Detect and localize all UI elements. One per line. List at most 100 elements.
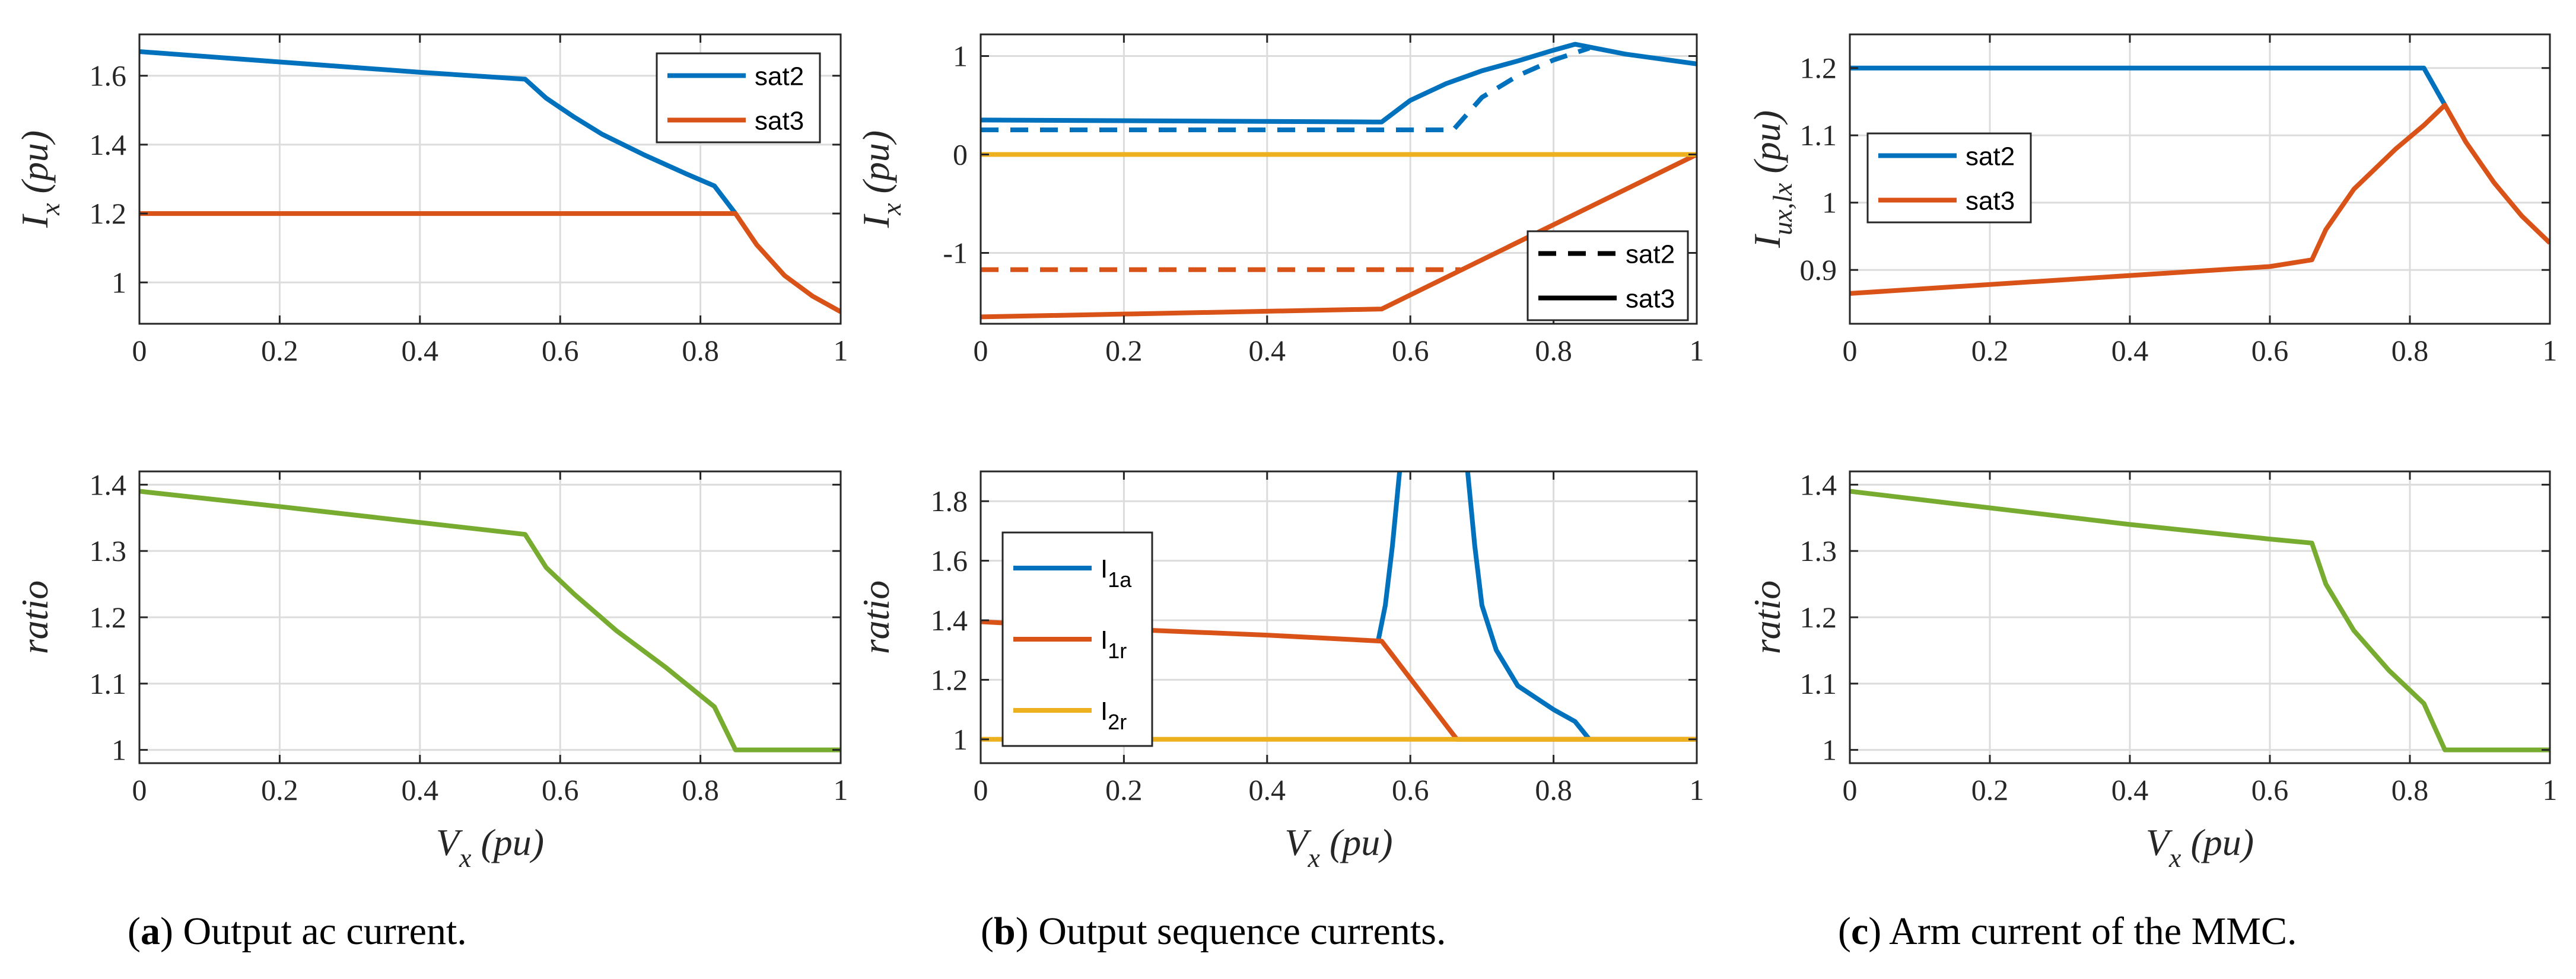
y-axis-label: Ix (pu)	[14, 130, 65, 228]
series-line-i2-sat3	[981, 152, 1697, 320]
y-axis-label-unit: (pu)	[855, 130, 897, 203]
y-tick-label: 1	[953, 723, 968, 756]
axes-box	[979, 470, 1698, 764]
x-tick-label: 0.8	[2391, 334, 2429, 367]
x-tick-label: 0.4	[402, 334, 439, 367]
caption-a-text: Output ac current.	[173, 910, 467, 953]
x-axis-label-sub: x	[459, 843, 472, 873]
series-group	[981, 42, 1697, 320]
x-axis-label-unit: (pu)	[471, 821, 544, 863]
x-tick-label: 0.6	[542, 334, 579, 367]
legend-label-sub: 2r	[1108, 710, 1127, 734]
x-axis-label-unit: (pu)	[2181, 821, 2254, 863]
caption-a-open: (	[128, 910, 141, 953]
y-tick-label: 1.4	[1800, 468, 1837, 501]
x-axis-label: Vx (pu)	[1284, 821, 1392, 873]
y-tick-label: 1.2	[90, 197, 127, 230]
series-line-sat2	[1850, 65, 2447, 107]
x-tick-label: 0.6	[1392, 773, 1429, 806]
grid	[138, 471, 842, 763]
legend-label: sat3	[1966, 187, 2015, 216]
y-tick-label: 1.8	[931, 484, 968, 518]
series-line-ratio	[1850, 489, 2550, 752]
y-tick-label: -1	[943, 236, 968, 269]
series-group	[139, 489, 841, 752]
caption-c-open: (	[1838, 910, 1851, 953]
legend-label-text: sat3	[755, 107, 804, 136]
y-tick-label: 1.3	[90, 534, 127, 567]
y-axis-label-unit: (pu)	[14, 130, 56, 203]
series-line-sat3	[139, 211, 841, 314]
y-tick-label: 1.6	[90, 59, 127, 93]
legend-box	[1526, 230, 1689, 321]
x-tick-label: 0.4	[1249, 773, 1286, 806]
x-axis-label: Vx (pu)	[2146, 821, 2254, 873]
y-axis-label-unit: (pu)	[1746, 110, 1788, 183]
series-line-i1-sat2	[981, 46, 1591, 132]
legend-label-text: I	[1101, 626, 1108, 655]
legend-label-text: sat3	[1966, 187, 2015, 216]
y-tick-label: 0.9	[1800, 253, 1837, 286]
y-tick-label: 1.2	[1800, 52, 1837, 85]
caption-c-close: )	[1868, 910, 1881, 953]
legend-label: I1a	[1101, 554, 1132, 592]
ticks	[138, 34, 842, 324]
x-tick-label: 0	[974, 334, 988, 367]
x-tick-label: 0.4	[2111, 773, 2149, 806]
captions: (a) Output ac current. (b) Output sequen…	[128, 910, 2297, 953]
x-axis-label-base: V	[1284, 821, 1312, 863]
legend-label: sat2	[755, 62, 804, 91]
y-tick-label: 1	[1822, 186, 1837, 219]
axes-box	[979, 33, 1698, 325]
x-axis-label-base: V	[436, 821, 463, 863]
panel-b-bottom: 0 0.2 0.4 0.6 0.8 1 1 1.2 1.4 1.6 1.8 ratio Vx (pu) I…	[855, 470, 1704, 873]
caption-b-close: )	[1016, 910, 1029, 953]
legend-box	[656, 52, 821, 143]
panels: 0 0.2 0.4 0.6 0.8 1 1 1.2 1.4 1.6 Ix (pu) sat2 sat3 0…	[14, 33, 2558, 873]
x-tick-label: 0.8	[682, 334, 719, 367]
legend-label-text: sat2	[1626, 240, 1675, 269]
x-tick-label: 0	[132, 334, 147, 367]
x-tick-label: 0.2	[1105, 773, 1143, 806]
ticks	[138, 471, 842, 763]
caption-b-letter: b	[994, 910, 1016, 953]
legend-label: I1r	[1101, 626, 1127, 663]
series-line-sat3	[1850, 103, 2550, 296]
y-tick-label: 1	[112, 266, 126, 299]
x-tick-label: 0.2	[1105, 334, 1143, 367]
x-tick-label: 0.4	[2111, 334, 2149, 367]
y-axis-label-sub: x	[35, 203, 65, 216]
y-axis-label-base: ratio	[14, 581, 56, 654]
x-tick-label: 0.2	[1971, 773, 2009, 806]
x-tick-label: 1	[834, 334, 848, 367]
panel-c-bottom: 0 0.2 0.4 0.6 0.8 1 1 1.1 1.2 1.3 1.4 ratio Vx (pu)	[1746, 468, 2558, 873]
y-axis-label-sub: x	[876, 203, 907, 216]
y-tick-label: 1	[112, 734, 126, 767]
y-tick-label: 1	[1822, 734, 1837, 767]
legend-label-text: sat2	[755, 62, 804, 91]
caption-a-close: )	[160, 910, 173, 953]
x-tick-label: 1	[834, 773, 848, 806]
y-axis-label-base: I	[855, 213, 897, 228]
legend: sat2 sat3	[1866, 132, 2032, 224]
panel-b-top: 0 0.2 0.4 0.6 0.8 1 -1 0 1 Ix (pu) sat2 sat3	[855, 33, 1704, 367]
legend: sat2 sat3	[1526, 230, 1689, 321]
panel-a-top: 0 0.2 0.4 0.6 0.8 1 1 1.2 1.4 1.6 Ix (pu) sat2 sat3	[14, 33, 848, 367]
y-tick-label: 1.1	[90, 667, 127, 700]
x-tick-label: 0	[132, 773, 147, 806]
caption-b: (b) Output sequence currents.	[981, 910, 1446, 953]
y-tick-label: 1.1	[1800, 119, 1837, 152]
caption-c: (c) Arm current of the MMC.	[1838, 910, 2297, 953]
y-axis-label-base: I	[1746, 234, 1788, 248]
legend-label-text: I	[1101, 554, 1108, 583]
x-tick-label: 0.6	[542, 773, 579, 806]
y-axis-label-base: ratio	[855, 581, 897, 654]
caption-a: (a) Output ac current.	[128, 910, 467, 953]
legend-label: sat3	[1626, 285, 1675, 314]
x-tick-label: 1	[2543, 334, 2558, 367]
ticks	[979, 34, 1698, 324]
x-tick-label: 0	[1843, 773, 1858, 806]
